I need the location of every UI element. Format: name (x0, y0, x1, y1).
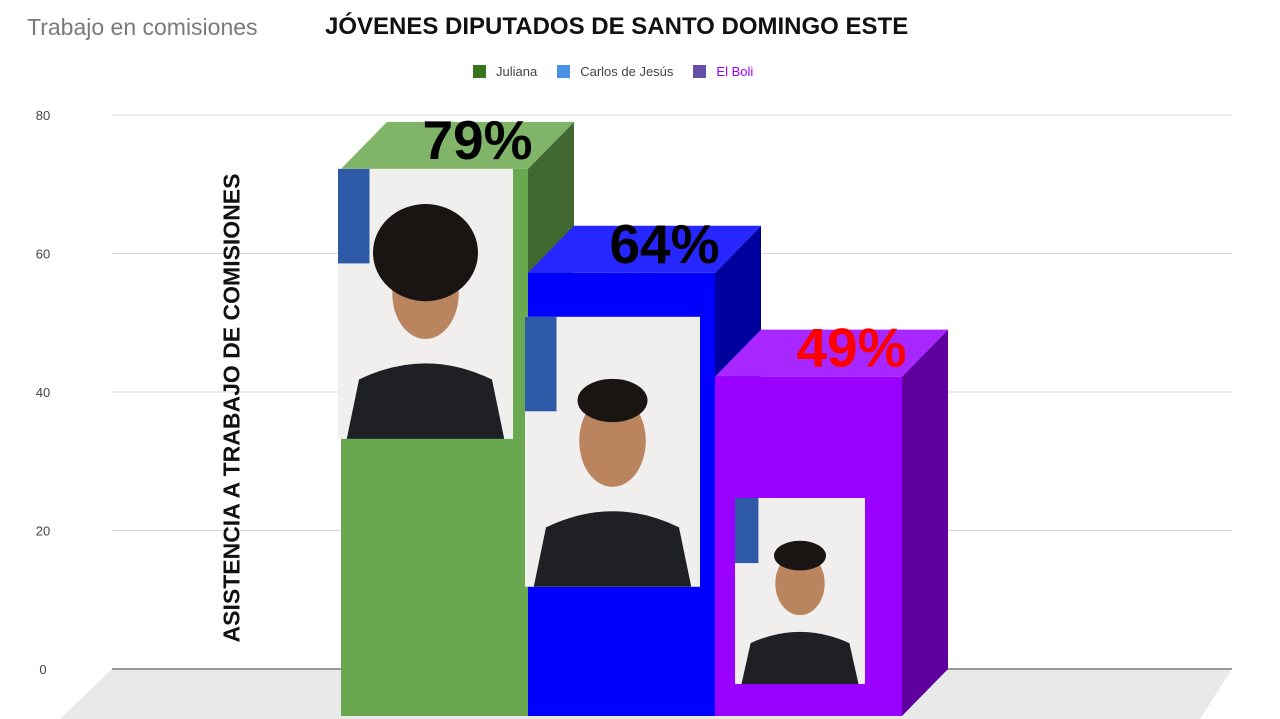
y-tick-label: 20 (36, 524, 50, 539)
bar-1-value-label: 79% (422, 109, 532, 171)
legend-swatch-el-boli (693, 65, 707, 78)
suit-shape (533, 511, 692, 587)
flag-icon (735, 498, 759, 564)
legend-item-carlos[interactable]: Carlos de Jesús (557, 64, 673, 79)
hair-shape (577, 378, 648, 423)
y-tick-label: 80 (36, 108, 50, 123)
bar-3-value-label: 49% (796, 317, 906, 379)
bar-2-top (528, 225, 761, 273)
bar-1-top (341, 121, 574, 169)
y-tick-label: 40 (36, 385, 50, 400)
legend-swatch-carlos (557, 65, 571, 78)
chart-title: JÓVENES DIPUTADOS DE SANTO DOMINGO ESTE (325, 13, 909, 40)
chart-legend: Juliana Carlos de Jesús El Boli (473, 64, 753, 79)
legend-label-el-boli: El Boli (716, 64, 754, 79)
flag-icon (525, 316, 557, 412)
flag-icon (338, 168, 370, 264)
legend-item-juliana[interactable]: Juliana (473, 64, 537, 79)
bar-2-value-label: 64% (609, 213, 719, 275)
legend-label-carlos: Carlos de Jesús (580, 64, 674, 79)
suit-shape (346, 363, 505, 439)
y-axis-label: ASISTENCIA A TRABAJO DE COMISIONES (218, 173, 245, 643)
legend-swatch-juliana (473, 65, 486, 78)
legend-label-juliana: Juliana (496, 64, 538, 79)
hair-shape (373, 204, 478, 302)
suit-shape (741, 631, 859, 684)
y-tick-label: 60 (36, 247, 50, 262)
y-tick-label: 0 (39, 662, 46, 677)
document-title: Trabajo en comisiones (27, 14, 258, 40)
bar-3-top (715, 329, 948, 377)
hair-shape (774, 540, 826, 571)
bar-3-side (902, 329, 948, 716)
legend-item-el-boli[interactable]: El Boli (693, 64, 753, 79)
